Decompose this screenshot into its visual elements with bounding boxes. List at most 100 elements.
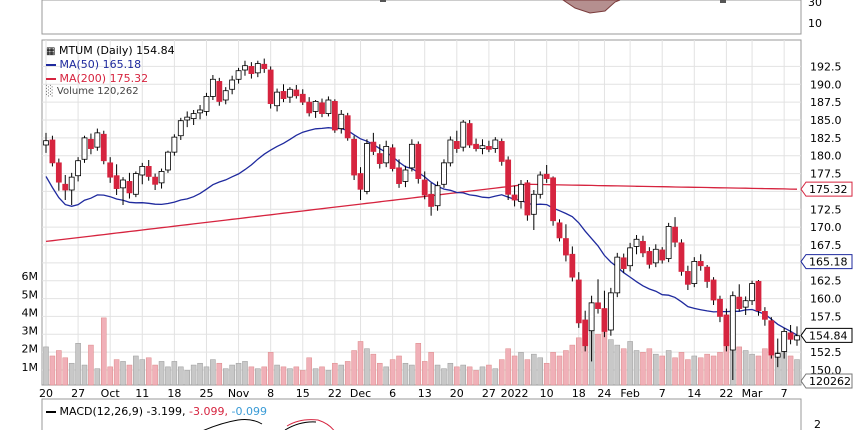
volume-bar	[620, 348, 627, 386]
volume-bar	[229, 364, 235, 386]
price-tick-label: 170.0	[810, 221, 842, 234]
candle	[453, 130, 460, 153]
candle-body	[100, 133, 107, 162]
volume-bar	[447, 362, 454, 386]
candle	[794, 326, 800, 346]
candle	[736, 284, 743, 312]
date-tick-label: 7	[781, 387, 788, 400]
volume-bar	[178, 366, 184, 386]
candle-body	[88, 138, 94, 149]
top-indicator-panel: 30 10	[41, 0, 822, 35]
ma200-badge-shape	[800, 181, 853, 197]
volume-bar	[274, 364, 280, 386]
candle-body	[415, 143, 422, 179]
candle-body	[43, 140, 49, 146]
volume-axis: 1M 2M 3M 4M 5M 6M	[22, 270, 39, 374]
candle-body	[537, 174, 544, 195]
volume-bar	[306, 357, 312, 386]
candle	[729, 291, 736, 380]
legend-last-price: 154.84	[136, 44, 175, 57]
candle	[364, 139, 370, 195]
candle	[511, 185, 518, 207]
volume-bar	[518, 352, 524, 386]
candle	[691, 257, 698, 288]
candle-body	[242, 65, 248, 71]
price-tick-label: 177.5	[810, 168, 842, 181]
candle-body	[107, 162, 114, 178]
volume-bars-icon: ░	[46, 86, 54, 97]
volume-bar	[389, 359, 396, 386]
volume-bar	[479, 366, 486, 386]
date-tick-label: 22	[719, 387, 733, 400]
volume-bar	[261, 366, 267, 386]
candle	[293, 85, 300, 99]
candle-body	[428, 193, 435, 207]
candle-body	[389, 147, 396, 169]
volume-bar	[255, 368, 261, 386]
candles	[43, 58, 800, 380]
candle-body	[550, 177, 556, 222]
candle	[633, 235, 640, 255]
candle	[165, 150, 171, 173]
last-price-badge: 154.84	[800, 327, 853, 343]
candle	[492, 137, 499, 153]
volume-bar	[787, 355, 794, 386]
candle-body	[421, 179, 428, 196]
volume-bar	[755, 355, 762, 386]
candle	[646, 247, 653, 269]
candle	[441, 159, 447, 188]
legend-symbol: MTUM (Daily)	[58, 44, 133, 57]
volume-bar	[524, 359, 531, 386]
candle	[582, 310, 589, 352]
volume-bar	[190, 364, 197, 386]
volume-bar	[351, 350, 357, 386]
candle	[75, 157, 81, 182]
candle	[601, 290, 608, 338]
volume-badge: 120262	[800, 373, 853, 389]
candle-body	[49, 139, 56, 164]
candle	[331, 99, 338, 133]
candle	[299, 89, 306, 105]
volume-bar	[704, 353, 710, 386]
candle-body	[453, 141, 460, 149]
price-tick-label: 185.0	[810, 114, 842, 127]
candle-body	[518, 183, 524, 202]
volume-bar	[364, 348, 370, 386]
volume-bar	[94, 368, 101, 386]
candle	[569, 246, 576, 282]
date-tick-label: 18	[572, 387, 586, 400]
ma200-badge-label: 175.32	[809, 183, 848, 196]
volume-bar	[601, 330, 608, 386]
candle-body	[274, 91, 280, 107]
volume-bar	[312, 368, 319, 386]
price-tick-label: 157.5	[810, 310, 842, 323]
volume-bar	[377, 362, 383, 386]
price-tick-label: 152.5	[810, 346, 842, 359]
date-tick-label: 22	[328, 387, 342, 400]
volume-bar	[646, 348, 653, 386]
macd-right-label: 2	[814, 418, 821, 430]
volume-bar	[614, 344, 621, 386]
volume-bar	[56, 350, 62, 386]
date-tick-label: 20	[39, 387, 53, 400]
legend-ma50-label: MA(50)	[59, 58, 100, 71]
volume-bar	[762, 348, 768, 386]
candle	[774, 338, 781, 368]
candle-body	[659, 249, 666, 261]
legend-volume-row: ░ Volume 120,262	[46, 85, 139, 98]
candle-body	[601, 308, 608, 332]
candle	[755, 280, 762, 316]
volume-bar	[454, 366, 460, 386]
candle-body	[691, 261, 698, 284]
candle	[184, 111, 191, 128]
candle-body	[736, 296, 743, 309]
candle-body	[485, 146, 492, 150]
candle	[357, 167, 364, 200]
candle-body	[505, 159, 512, 195]
candle	[94, 128, 101, 151]
date-tick-label: 2022	[501, 387, 529, 400]
candle-body	[68, 176, 75, 191]
candle	[306, 97, 313, 117]
price-tick-label: 167.5	[810, 239, 842, 252]
